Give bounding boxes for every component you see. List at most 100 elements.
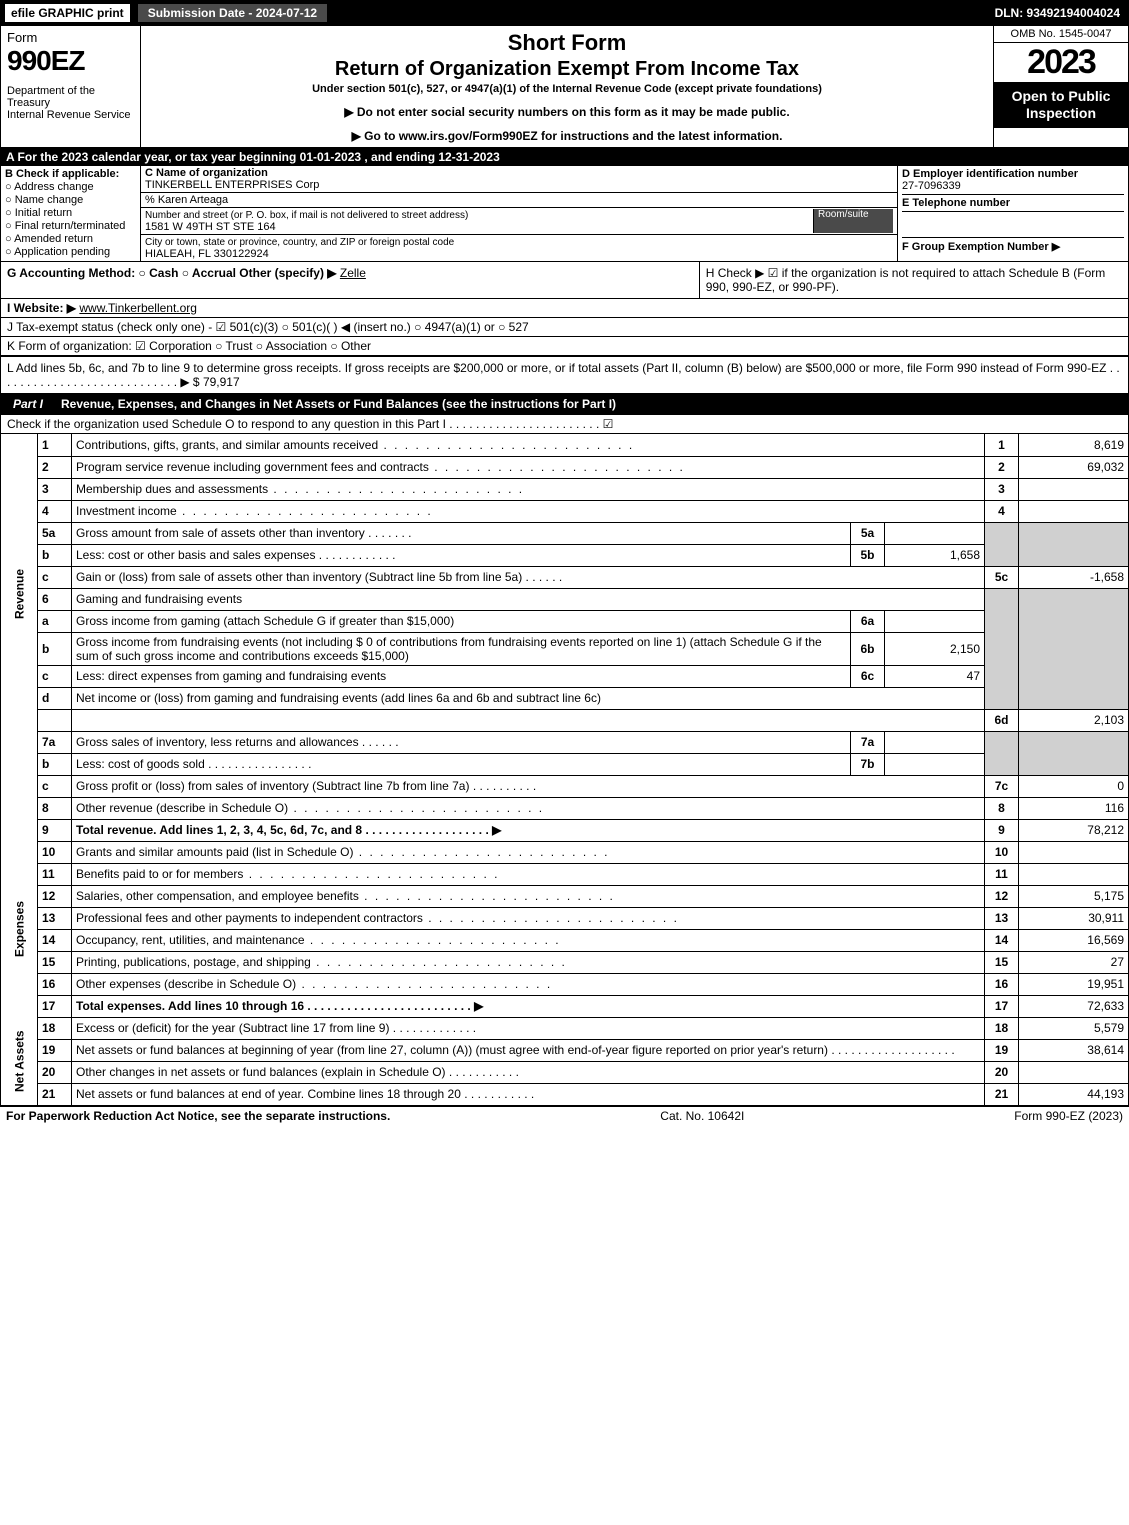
l3-val (1019, 478, 1129, 500)
l4-num: 4 (38, 500, 72, 522)
l6b-desc: Gross income from fundraising events (no… (72, 632, 851, 665)
part1-check: Check if the organization used Schedule … (0, 415, 1129, 434)
l5a-num: 5a (38, 522, 72, 544)
l5b-desc: Less: cost or other basis and sales expe… (76, 548, 315, 562)
dept: Department of the Treasury (7, 85, 134, 109)
row-i: I Website: ▶ www.Tinkerbellent.org (0, 299, 1129, 318)
shade-5v (1019, 522, 1129, 566)
part1-tag: Part I (1, 394, 55, 414)
g-other: Zelle (340, 266, 366, 280)
l6c-num: c (38, 665, 72, 687)
city-lbl: City or town, state or province, country… (145, 237, 454, 248)
l21-num: 21 (38, 1083, 72, 1105)
l7b-iv (885, 753, 985, 775)
l7c-val: 0 (1019, 775, 1129, 797)
form-number: 990EZ (7, 45, 134, 77)
l18-desc: Excess or (deficit) for the year (Subtra… (76, 1021, 389, 1035)
section-revenue: Revenue (1, 434, 38, 753)
l21-box: 21 (985, 1083, 1019, 1105)
l12-num: 12 (38, 885, 72, 907)
l17-num: 17 (38, 995, 72, 1017)
l7a-num: 7a (38, 731, 72, 753)
l15-num: 15 (38, 951, 72, 973)
e-hdr: E Telephone number (902, 197, 1010, 209)
d-hdr: D Employer identification number (902, 168, 1078, 180)
short-form-title: Short Form (149, 30, 985, 56)
l2-num: 2 (38, 456, 72, 478)
part1-title: Revenue, Expenses, and Changes in Net As… (55, 394, 1128, 414)
l21-desc: Net assets or fund balances at end of ye… (76, 1087, 461, 1101)
chk-address-change[interactable]: Address change (5, 181, 136, 193)
row-g: G Accounting Method: ○ Cash ○ Accrual Ot… (1, 262, 700, 298)
l7c-desc: Gross profit or (loss) from sales of inv… (76, 779, 469, 793)
chk-amended-return[interactable]: Amended return (5, 233, 136, 245)
l15-box: 15 (985, 951, 1019, 973)
l7a-ibox: 7a (851, 731, 885, 753)
header-left: Form 990EZ Department of the Treasury In… (1, 26, 141, 147)
l7b-ibox: 7b (851, 753, 885, 775)
l16-desc: Other expenses (describe in Schedule O) (76, 977, 552, 991)
website-link[interactable]: www.Tinkerbellent.org (79, 301, 197, 315)
l18-box: 18 (985, 1017, 1019, 1039)
l7c-num: c (38, 775, 72, 797)
footer-right: Form 990-EZ (2023) (1014, 1109, 1123, 1123)
col-c-org: C Name of organization TINKERBELL ENTERP… (141, 166, 898, 261)
chk-final-return[interactable]: Final return/terminated (5, 220, 136, 232)
l16-num: 16 (38, 973, 72, 995)
l13-desc: Professional fees and other payments to … (76, 911, 679, 925)
l8-num: 8 (38, 797, 72, 819)
row-a-tax-year: A For the 2023 calendar year, or tax yea… (0, 148, 1129, 166)
chk-initial-return[interactable]: Initial return (5, 207, 136, 219)
l12-val: 5,175 (1019, 885, 1129, 907)
l3-box: 3 (985, 478, 1019, 500)
form-header: Form 990EZ Department of the Treasury In… (0, 26, 1129, 148)
l4-val (1019, 500, 1129, 522)
l5a-ibox: 5a (851, 522, 885, 544)
city: HIALEAH, FL 330122924 (145, 248, 269, 260)
l6d-val: 2,103 (1019, 709, 1129, 731)
l14-desc: Occupancy, rent, utilities, and maintena… (76, 933, 561, 947)
l2-desc: Program service revenue including govern… (76, 460, 685, 474)
main-title: Return of Organization Exempt From Incom… (149, 58, 985, 81)
row-h: H Check ▶ ☑ if the organization is not r… (700, 262, 1128, 298)
l16-val: 19,951 (1019, 973, 1129, 995)
f-hdr: F Group Exemption Number ▶ (902, 241, 1060, 253)
l21-val: 44,193 (1019, 1083, 1129, 1105)
l7a-desc: Gross sales of inventory, less returns a… (76, 735, 359, 749)
col-d: D Employer identification number 27-7096… (898, 166, 1128, 261)
i-label: I Website: ▶ (7, 301, 76, 315)
l1-box: 1 (985, 434, 1019, 456)
l6b-num: b (38, 632, 72, 665)
l17-desc: Total expenses. Add lines 10 through 16 … (76, 999, 483, 1013)
l6a-num: a (38, 610, 72, 632)
l9-box: 9 (985, 819, 1019, 841)
l6-num: 6 (38, 588, 72, 610)
l6b-iv: 2,150 (885, 632, 985, 665)
l9-val: 78,212 (1019, 819, 1129, 841)
l20-box: 20 (985, 1061, 1019, 1083)
org-name: TINKERBELL ENTERPRISES Corp (145, 179, 319, 191)
goto-link[interactable]: ▶ Go to www.irs.gov/Form990EZ for instru… (149, 129, 985, 143)
dln: DLN: 93492194004024 (989, 4, 1126, 22)
row-gh: G Accounting Method: ○ Cash ○ Accrual Ot… (0, 262, 1129, 299)
col-b-checkboxes: B Check if applicable: Address change Na… (1, 166, 141, 261)
street: 1581 W 49TH ST STE 164 (145, 221, 276, 233)
l5c-val: -1,658 (1019, 566, 1129, 588)
lines-table: Revenue 1 Contributions, gifts, grants, … (0, 434, 1129, 1106)
chk-name-change[interactable]: Name change (5, 194, 136, 206)
l5a-desc: Gross amount from sale of assets other t… (76, 526, 365, 540)
l5c-box: 5c (985, 566, 1019, 588)
l11-num: 11 (38, 863, 72, 885)
row-j: J Tax-exempt status (check only one) - ☑… (0, 318, 1129, 337)
l19-num: 19 (38, 1039, 72, 1061)
l11-box: 11 (985, 863, 1019, 885)
part1-check-text: Check if the organization used Schedule … (7, 417, 613, 431)
l5c-desc: Gain or (loss) from sale of assets other… (76, 570, 522, 584)
chk-application-pending[interactable]: Application pending (5, 246, 136, 258)
l14-val: 16,569 (1019, 929, 1129, 951)
l4-desc: Investment income (76, 504, 433, 518)
l6a-ibox: 6a (851, 610, 885, 632)
footer-mid: Cat. No. 10642I (660, 1109, 744, 1123)
l6d-box: 6d (985, 709, 1019, 731)
l6d-num: d (38, 687, 72, 709)
